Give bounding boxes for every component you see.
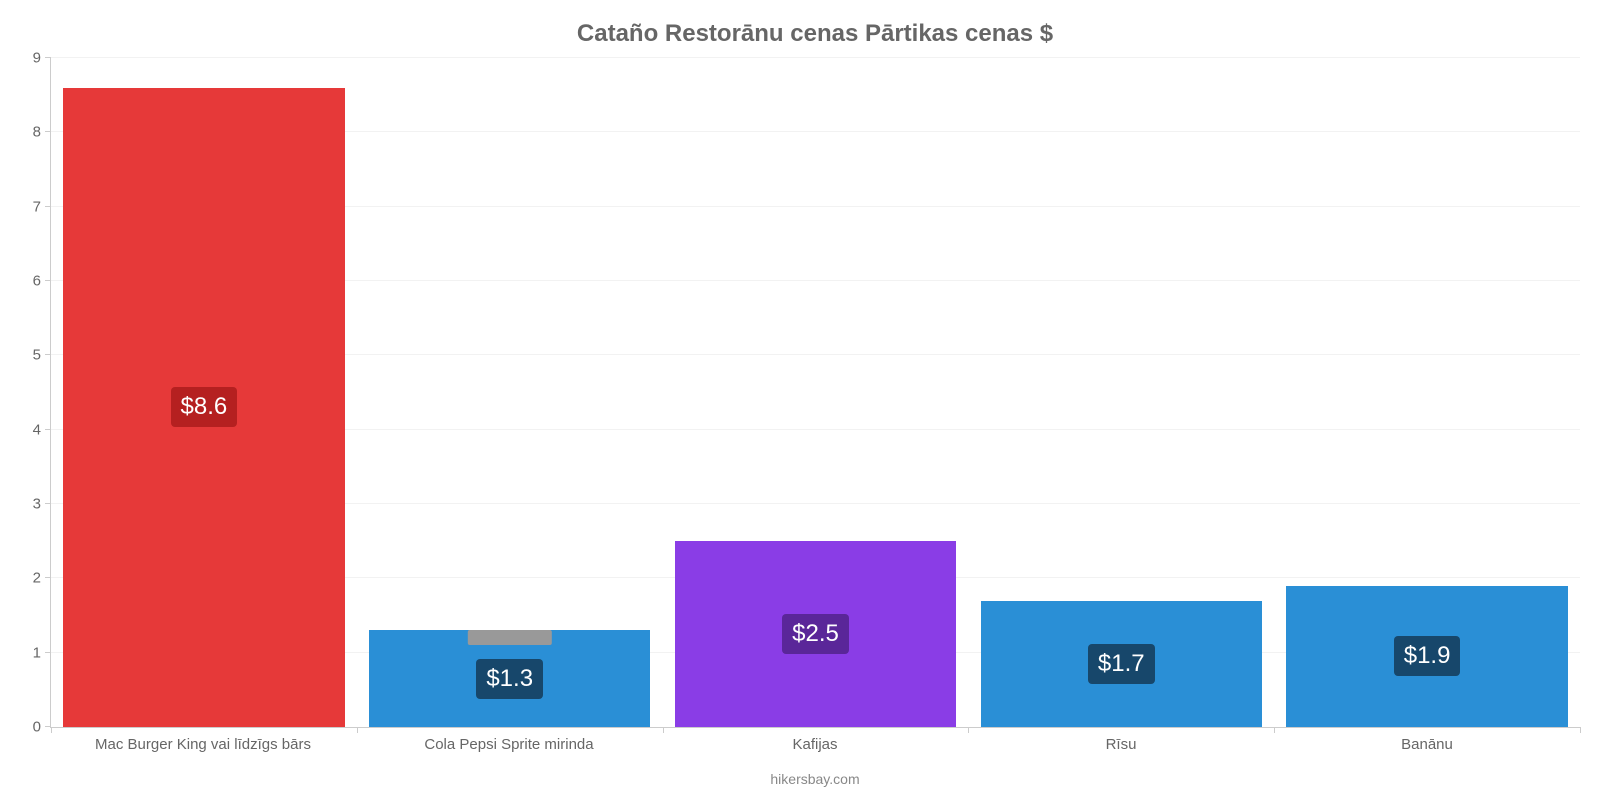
x-tick-mark — [663, 727, 664, 733]
value-label: $2.5 — [782, 614, 849, 654]
bar-bananu: $1.9 — [1286, 586, 1567, 727]
x-label: Rīsu — [968, 736, 1274, 753]
x-tick-mark — [357, 727, 358, 733]
x-tick-mark — [1580, 727, 1581, 733]
attribution-text: hikersbay.com — [50, 771, 1580, 787]
x-tick-mark — [968, 727, 969, 733]
bar-slot: $1.9 — [1274, 58, 1580, 727]
bar-risu: $1.7 — [981, 601, 1262, 727]
bar-slot: $1.7 — [968, 58, 1274, 727]
x-label: Banānu — [1274, 736, 1580, 753]
y-tick-label: 3 — [33, 496, 51, 513]
y-tick-label: 5 — [33, 347, 51, 364]
bar-kafijas: $2.5 — [675, 541, 956, 727]
y-tick-label: 6 — [33, 273, 51, 290]
x-axis-labels: Mac Burger King vai līdzīgs bārs Cola Pe… — [50, 736, 1580, 753]
bar-slot: $8.6 — [51, 58, 357, 727]
value-label: $1.7 — [1088, 644, 1155, 684]
y-tick-label: 4 — [33, 421, 51, 438]
y-tick-label: 7 — [33, 198, 51, 215]
bar-slot: $2.5 — [663, 58, 969, 727]
x-tick-mark — [1274, 727, 1275, 733]
bars-row: $8.6 $1.3 $2.5 $1.7 — [51, 58, 1580, 727]
price-bar-chart: Cataño Restorānu cenas Pārtikas cenas $ … — [0, 0, 1600, 800]
bar-cola: $1.3 — [369, 630, 650, 727]
bar-highlight — [467, 630, 551, 645]
y-tick-label: 9 — [33, 50, 51, 67]
x-label: Kafijas — [662, 736, 968, 753]
y-tick-label: 0 — [33, 719, 51, 736]
x-label: Cola Pepsi Sprite mirinda — [356, 736, 662, 753]
value-label: $1.3 — [476, 659, 543, 699]
y-tick-label: 1 — [33, 644, 51, 661]
bar-mac-burger: $8.6 — [63, 88, 344, 727]
plot-area: 0 1 2 3 4 5 6 7 8 9 — [50, 58, 1580, 728]
chart-title: Cataño Restorānu cenas Pārtikas cenas $ — [50, 20, 1580, 48]
x-label: Mac Burger King vai līdzīgs bārs — [50, 736, 356, 753]
value-label: $1.9 — [1394, 636, 1461, 676]
value-label: $8.6 — [171, 387, 238, 427]
x-tick-mark — [51, 727, 52, 733]
y-tick-label: 2 — [33, 570, 51, 587]
bar-slot: $1.3 — [357, 58, 663, 727]
y-tick-label: 8 — [33, 124, 51, 141]
